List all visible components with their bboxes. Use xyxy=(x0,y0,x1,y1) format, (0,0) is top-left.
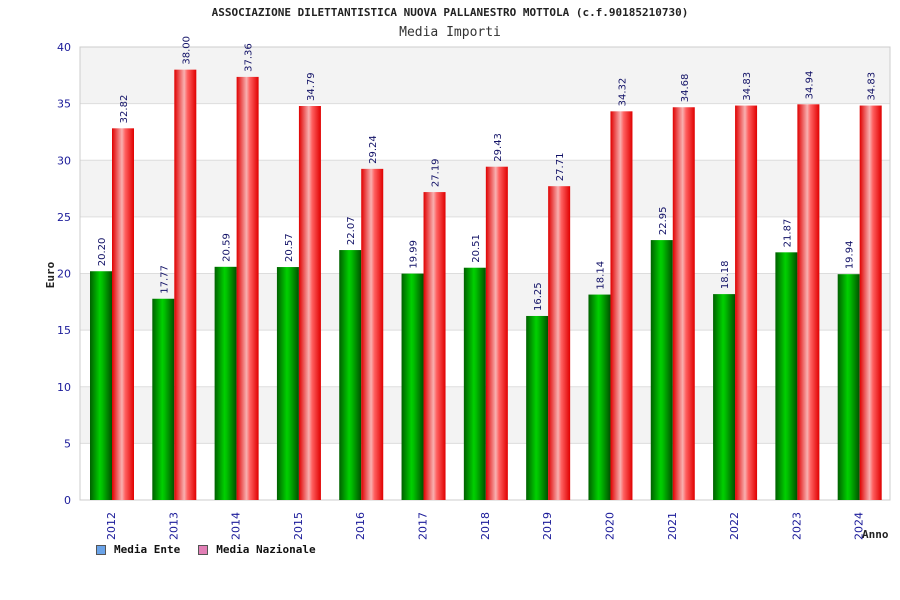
bar-media-nazionale xyxy=(485,166,508,500)
x-tick-label: 2017 xyxy=(417,512,430,540)
value-label: 20.59 xyxy=(222,233,233,262)
y-tick-label: 10 xyxy=(57,381,71,394)
value-label: 38.00 xyxy=(181,36,192,65)
legend-swatch-nazionale xyxy=(198,544,209,555)
y-tick-label: 20 xyxy=(57,268,71,281)
bar-media-ente xyxy=(650,240,673,500)
value-label: 37.36 xyxy=(244,43,255,72)
value-label: 22.07 xyxy=(346,216,357,245)
plot-band xyxy=(80,216,890,274)
bar-media-nazionale xyxy=(859,105,882,501)
chart-subtitle: Media Importi xyxy=(399,25,501,40)
plot-band xyxy=(80,103,890,161)
x-tick-label: 2018 xyxy=(479,512,492,540)
bar-media-ente xyxy=(837,274,860,500)
x-tick-label: 2019 xyxy=(541,512,554,540)
bar-media-ente xyxy=(90,271,112,500)
x-tick-label: 2020 xyxy=(603,512,616,540)
y-tick-label: 40 xyxy=(57,41,71,54)
x-tick-label: 2015 xyxy=(292,512,305,540)
value-label: 34.79 xyxy=(306,72,317,101)
value-label: 29.24 xyxy=(368,135,379,164)
value-label: 34.68 xyxy=(680,74,691,103)
x-tick-label: 2012 xyxy=(105,512,118,540)
value-label: 34.83 xyxy=(742,72,753,101)
bar-media-ente xyxy=(588,294,611,500)
bar-media-nazionale xyxy=(236,76,259,500)
legend-item-media-nazionale: Media Nazionale xyxy=(198,543,316,556)
y-tick-label: 5 xyxy=(64,437,71,450)
bar-media-ente xyxy=(339,250,362,500)
bar-media-nazionale xyxy=(423,192,446,501)
x-tick-label: 2013 xyxy=(167,512,180,540)
bar-media-ente xyxy=(276,267,299,500)
bar-media-nazionale xyxy=(174,69,197,501)
bar-media-ente xyxy=(713,294,736,500)
value-label: 34.83 xyxy=(867,72,878,101)
value-label: 29.43 xyxy=(493,133,504,162)
bar-media-nazionale xyxy=(797,104,820,500)
value-label: 34.32 xyxy=(617,78,628,107)
value-label: 16.25 xyxy=(533,282,544,311)
bar-media-ente xyxy=(401,273,424,500)
legend-swatch-ente xyxy=(96,544,106,555)
x-tick-label: 2014 xyxy=(230,512,243,540)
x-tick-label: 2022 xyxy=(728,512,741,540)
value-label: 19.99 xyxy=(409,240,420,269)
legend-label-ente: Media Ente xyxy=(114,543,181,556)
value-label: 20.57 xyxy=(284,233,295,262)
value-label: 32.82 xyxy=(119,95,130,124)
bar-media-nazionale xyxy=(672,107,695,501)
bar-media-nazionale xyxy=(548,186,571,500)
y-tick-label: 25 xyxy=(57,211,71,224)
y-tick-label: 35 xyxy=(57,98,71,111)
bar-media-nazionale xyxy=(298,106,321,501)
x-axis-title: Anno xyxy=(862,528,889,541)
bar-media-ente xyxy=(526,315,549,500)
value-label: 18.18 xyxy=(720,260,731,289)
y-tick-label: 15 xyxy=(57,324,71,337)
x-tick-label: 2024 xyxy=(853,512,866,540)
plot-band xyxy=(80,160,890,217)
value-label: 27.71 xyxy=(555,153,566,182)
legend-item-media-ente: Media Ente xyxy=(96,543,180,556)
bar-media-ente xyxy=(214,266,237,500)
bar-media-ente xyxy=(775,252,798,500)
bar-media-nazionale xyxy=(112,128,134,500)
x-tick-label: 2016 xyxy=(354,512,367,540)
x-tick-label: 2021 xyxy=(666,512,679,540)
y-tick-label: 0 xyxy=(64,494,71,507)
bar-media-nazionale xyxy=(735,105,758,501)
value-label: 17.77 xyxy=(159,265,170,294)
bar-media-ente xyxy=(152,298,175,500)
value-label: 22.95 xyxy=(658,206,669,235)
bar-media-nazionale xyxy=(610,111,633,501)
value-label: 21.87 xyxy=(782,219,793,248)
plot-band xyxy=(80,47,890,104)
y-tick-label: 30 xyxy=(57,154,71,167)
value-label: 18.14 xyxy=(595,261,606,290)
legend-label-nazionale: Media Nazionale xyxy=(216,543,316,556)
value-label: 20.51 xyxy=(471,234,482,263)
value-label: 27.19 xyxy=(431,158,442,187)
chart-title: ASSOCIAZIONE DILETTANTISTICA NUOVA PALLA… xyxy=(211,6,689,19)
value-label: 34.94 xyxy=(804,71,815,100)
bar-media-nazionale xyxy=(361,168,384,500)
value-label: 19.94 xyxy=(845,241,856,270)
x-tick-label: 2023 xyxy=(790,512,803,540)
legend: Media Ente Media Nazionale xyxy=(96,543,334,556)
y-axis-title: Euro xyxy=(44,261,57,288)
bar-media-ente xyxy=(463,267,486,500)
value-label: 20.20 xyxy=(97,238,108,267)
